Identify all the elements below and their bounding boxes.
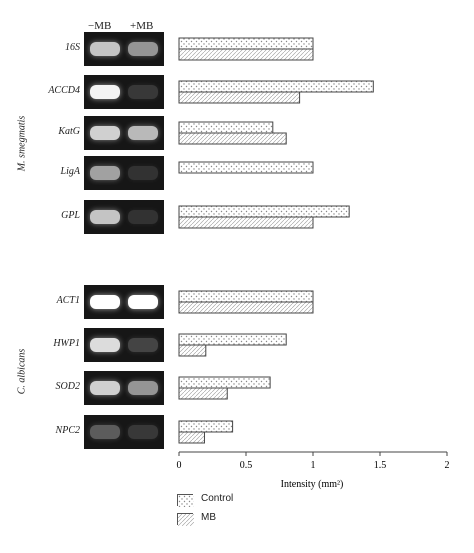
bar-control-npc2: [178, 420, 234, 433]
legend-label-control: Control: [201, 493, 234, 504]
gel-16s: [84, 32, 164, 66]
band-minus-mb-act1: [90, 295, 120, 309]
band-minus-mb-accd4: [90, 85, 120, 99]
gel-hwp1: [84, 328, 164, 362]
bar-control-katg: [178, 121, 274, 134]
bar-mb-sod2: [178, 387, 228, 400]
gel-katg: [84, 116, 164, 150]
gene-label-katg: KatG: [58, 126, 80, 137]
bar-control-sod2: [178, 376, 271, 389]
band-plus-mb-16s: [128, 42, 158, 56]
x-tick-label-0: 0: [177, 460, 182, 471]
x-axis-label: Intensity (mm²): [281, 479, 344, 490]
bars: [178, 37, 374, 444]
band-minus-mb-gpl: [90, 210, 120, 224]
gene-label-accd4: ACCD4: [48, 85, 80, 96]
bar-control-act1: [178, 290, 314, 303]
bar-control-gpl: [178, 205, 350, 218]
band-plus-mb-sod2: [128, 381, 158, 395]
gel-act1: [84, 285, 164, 319]
bar-control-16s: [178, 37, 314, 50]
gel-sod2: [84, 371, 164, 405]
bar-mb-npc2: [178, 431, 205, 444]
legend-swatch-control: [177, 494, 194, 507]
bar-mb-katg: [178, 132, 287, 145]
gel-npc2: [84, 415, 164, 449]
bar-mb-gpl: [178, 216, 314, 229]
band-plus-mb-act1: [128, 295, 158, 309]
legend-label-mb: MB: [201, 512, 216, 523]
bar-control-hwp1: [178, 333, 287, 346]
bar-control-accd4: [178, 80, 374, 93]
gel-accd4: [84, 75, 164, 109]
band-plus-mb-npc2: [128, 425, 158, 439]
bar-mb-act1: [178, 301, 314, 314]
x-tick-label-3: 1.5: [374, 460, 387, 471]
lane-label-plus-mb: +MB: [130, 20, 154, 32]
bar-control-liga: [178, 161, 314, 174]
x-axis: 0 0.5 1 1.5 2: [177, 451, 450, 471]
gene-label-npc2: NPC2: [55, 425, 80, 436]
x-tick-label-1: 0.5: [240, 460, 253, 471]
gene-label-gpl: GPL: [61, 210, 80, 221]
band-plus-mb-hwp1: [128, 338, 158, 352]
bar-mb-accd4: [178, 91, 301, 104]
x-tick-label-4: 2: [445, 460, 450, 471]
lane-label-minus-mb: −MB: [88, 20, 112, 32]
band-minus-mb-katg: [90, 126, 120, 140]
gene-label-sod2: SOD2: [55, 381, 80, 392]
gene-label-16s: 16S: [65, 42, 80, 53]
bar-mb-hwp1: [178, 344, 207, 357]
gene-label-act1: ACT1: [56, 295, 80, 306]
x-tick-label-2: 1: [311, 460, 316, 471]
gel-gpl: [84, 200, 164, 234]
band-plus-mb-liga: [128, 166, 158, 180]
gene-label-hwp1: HWP1: [53, 338, 80, 349]
band-minus-mb-liga: [90, 166, 120, 180]
gene-label-liga: LigA: [60, 166, 80, 177]
band-plus-mb-katg: [128, 126, 158, 140]
band-minus-mb-sod2: [90, 381, 120, 395]
band-plus-mb-accd4: [128, 85, 158, 99]
band-minus-mb-16s: [90, 42, 120, 56]
legend-swatch-mb: [177, 513, 194, 526]
gel-liga: [84, 156, 164, 190]
band-minus-mb-npc2: [90, 425, 120, 439]
band-plus-mb-gpl: [128, 210, 158, 224]
band-minus-mb-hwp1: [90, 338, 120, 352]
bar-mb-16s: [178, 48, 314, 61]
